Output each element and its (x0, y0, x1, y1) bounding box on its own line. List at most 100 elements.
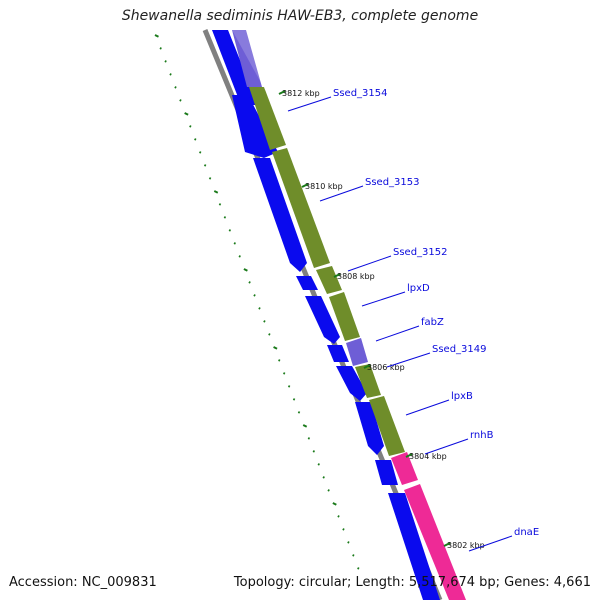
gc-skew-dot (347, 541, 350, 544)
gc-skew-dot (194, 138, 197, 141)
gc-skew-dot (218, 203, 222, 206)
cds-arrow (355, 402, 384, 455)
cog-block (346, 338, 368, 366)
gc-skew-dot (208, 177, 212, 180)
scale-tick-mark (301, 183, 309, 188)
gc-skew-dot (312, 450, 316, 453)
map-title: Shewanella sediminis HAW-EB3, complete g… (121, 8, 479, 24)
gc-skew-dot (203, 164, 207, 167)
scale-tick-mark (405, 453, 413, 458)
gene-label: Ssed_3154 (333, 88, 388, 99)
gc-skew-dot (322, 476, 325, 479)
gc-skew-dot (302, 424, 308, 428)
gene-leader-line (319, 185, 364, 202)
gene-label: lpxB (451, 391, 473, 402)
gc-skew-track (154, 34, 360, 570)
cog-block (404, 484, 466, 600)
gene-label: dnaE (514, 527, 539, 538)
gc-skew-dot (268, 333, 271, 336)
cog-block (249, 87, 286, 150)
feature-shading (232, 30, 296, 90)
gc-skew-dot (332, 502, 337, 506)
gene-label: lpxD (407, 283, 430, 294)
gc-skew-dot (169, 73, 172, 76)
gene-leader-line (468, 535, 513, 552)
gc-skew-dot (327, 489, 330, 492)
gc-skew-dot (258, 307, 261, 310)
gene-leader-line (361, 291, 406, 307)
cds-arrow (296, 276, 318, 290)
gc-skew-dot (238, 255, 241, 258)
cds-arrow (253, 158, 307, 272)
gc-skew-dot (337, 515, 340, 518)
scale-tick-label: 3810 kbp (305, 182, 343, 191)
scale-tick-mark (443, 542, 451, 547)
cog-track (232, 30, 466, 600)
scale-tick-label: 3804 kbp (409, 452, 447, 461)
gc-skew-dot (243, 268, 248, 272)
gc-skew-dot (317, 463, 320, 466)
gene-leader-line (347, 255, 392, 272)
gc-skew-dot (297, 411, 301, 414)
gene-leader-line (405, 399, 450, 416)
scale-tick-label: 3812 kbp (282, 89, 320, 98)
gene-leader-line (287, 96, 332, 112)
cog-block (329, 292, 360, 341)
gc-skew-dot (199, 151, 202, 154)
accession-text: Accession: NC_009831 (9, 575, 157, 590)
gene-labels: Ssed_3154 Ssed_3153 Ssed_3152 lpxD fabZ Ssed_… (287, 88, 539, 552)
gc-skew-dot (174, 86, 177, 89)
gc-skew-dot (184, 112, 189, 116)
cog-block (316, 266, 342, 294)
cog-block (355, 364, 381, 398)
gc-skew-dot (223, 216, 227, 219)
cds-arrow (305, 296, 340, 344)
cds-arrow (232, 95, 278, 158)
gc-skew-dot (154, 34, 159, 38)
gene-leader-line (386, 352, 431, 368)
gene-label: Ssed_3153 (365, 177, 420, 188)
gc-skew-dot (253, 294, 256, 297)
gc-skew-dot (213, 190, 219, 194)
scale-tick-label: 3808 kbp (337, 272, 375, 281)
gene-label: fabZ (421, 317, 444, 328)
gc-skew-dot (287, 385, 291, 388)
gene-label: Ssed_3149 (432, 344, 487, 355)
cog-block (391, 452, 418, 485)
gc-skew-dot (248, 281, 251, 284)
cds-arrow (375, 460, 398, 485)
gene-label: rnhB (470, 430, 494, 441)
scale-tick-label: 3802 kbp (447, 541, 485, 550)
gc-skew-dot (273, 346, 278, 350)
gene-leader-line (375, 325, 420, 342)
scale-tick-mark (363, 364, 371, 369)
genome-summary: Topology: circular; Length: 5,517,674 bp… (233, 575, 591, 590)
cog-block (232, 30, 262, 87)
gc-skew-dot (228, 229, 232, 232)
scale-tick-mark (278, 90, 286, 95)
gc-skew-dot (292, 398, 296, 401)
gene-label: Ssed_3152 (393, 247, 448, 258)
gc-skew-dot (278, 359, 281, 362)
scale-tick-label: 3806 kbp (367, 363, 405, 372)
gc-skew-dot (357, 567, 360, 570)
cds-arrow (327, 345, 349, 362)
gc-skew-dot (164, 60, 167, 63)
gc-skew-dot (352, 554, 355, 557)
gene-leader-line (424, 438, 469, 455)
cog-block (272, 148, 330, 268)
cog-block (369, 396, 405, 456)
gc-skew-dot (233, 242, 236, 245)
gc-skew-dot (159, 47, 162, 50)
gc-skew-dot (179, 99, 182, 102)
cds-arrow (212, 30, 258, 105)
gc-skew-dot (189, 125, 192, 128)
gc-skew-dot (307, 437, 311, 440)
cds-arrow (336, 366, 367, 401)
gc-skew-dot (282, 372, 286, 375)
cds-track (212, 30, 440, 600)
cds-arrow (388, 493, 440, 600)
scale-tick-mark (333, 273, 341, 278)
scale-ticks: 3812 kbp 3810 kbp 3808 kbp 3806 kbp 3804 kbp… (278, 89, 485, 550)
